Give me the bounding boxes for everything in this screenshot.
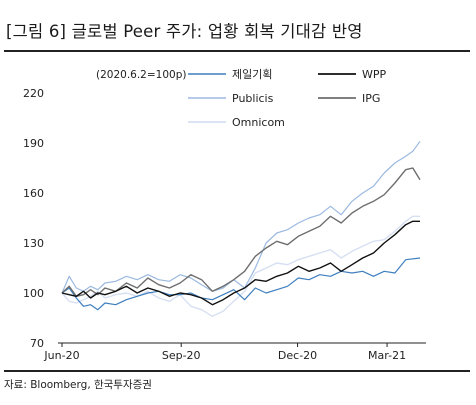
y-tick-label: 70 [30,337,44,350]
x-tick-label: Mar-21 [368,349,406,362]
y-tick-label: 100 [23,287,44,300]
title-rule [4,50,470,52]
legend-label: 제일기획 [232,67,272,81]
source-note: 자료: Bloomberg, 한국투자증권 [4,379,152,391]
legend-label: Omnicom [232,116,285,129]
legend-label: IPG [362,92,380,105]
x-axis: Jun-20 Sep-20 Dec-20 Mar-21 [43,342,426,362]
x-tick-label: Jun-20 [43,349,79,362]
baseline-note: (2020.6.2=100p) [96,69,186,81]
y-tick-label: 160 [23,187,44,200]
legend: 제일기획 WPP Publicis IPG Omnicom [188,67,387,129]
figure-title: [그림 6] 글로벌 Peer 주가: 업황 회복 기대감 반영 [6,22,363,41]
line-chart: 70 100 130 160 190 220 Jun-20 Sep-20 Dec-20 Mar-… [23,67,426,362]
x-tick-label: Dec-20 [278,349,317,362]
legend-label: Publicis [232,92,274,105]
series-line [61,167,421,297]
series-lines [61,140,421,317]
y-tick-label: 130 [23,237,44,250]
y-axis: 70 100 130 160 190 220 [23,87,44,350]
series-line [61,215,420,317]
y-tick-label: 220 [23,87,44,100]
series-line [61,220,420,306]
source-rule [4,370,470,372]
legend-label: WPP [362,68,387,81]
y-tick-label: 190 [23,137,44,150]
series-line [61,140,421,294]
x-tick-label: Sep-20 [162,349,201,362]
series-line [61,257,421,311]
